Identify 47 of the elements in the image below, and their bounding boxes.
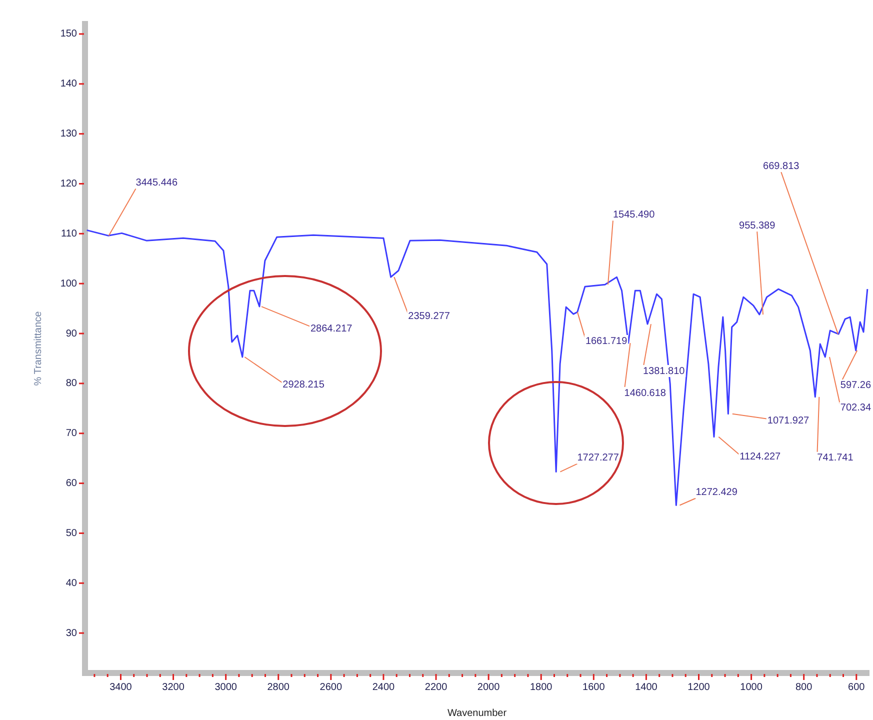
annotation: 669.813 [763, 160, 800, 172]
y-tick-label: 120 [60, 178, 78, 190]
y-tick-label: 70 [66, 428, 78, 440]
x-tick-label: 600 [848, 682, 866, 693]
x-tick-label: 1600 [582, 682, 606, 693]
annotation: 1661.719 [585, 336, 628, 347]
annotation: 741.741 [817, 452, 854, 464]
annotation: 1727.277 [577, 452, 620, 464]
annotation: 1071.927 [767, 416, 810, 427]
y-tick-label: 140 [60, 78, 78, 90]
y-tick-label: 50 [66, 528, 78, 539]
annotation: 2864.217 [310, 323, 353, 334]
y-axis-title: % Transmittance [32, 310, 44, 386]
annotation: 1545.490 [612, 209, 656, 220]
y-tick-label: 40 [66, 578, 78, 589]
x-tick-label: 2600 [320, 682, 342, 693]
x-tick-label: 2400 [372, 682, 396, 693]
y-tick-label: 130 [60, 128, 78, 140]
x-tick-label: 1000 [740, 682, 763, 693]
annotation: 1381.810 [642, 366, 686, 377]
y-tick-label: 60 [66, 478, 78, 490]
annotation: 955.389 [739, 220, 776, 232]
x-tick-label: 1400 [635, 682, 658, 693]
x-tick-label: 1800 [530, 682, 553, 693]
annotation: 1124.227 [740, 452, 782, 463]
annotation: 2928.215 [282, 380, 325, 391]
y-tick-label: 30 [66, 628, 78, 639]
x-tick-label: 3200 [162, 682, 185, 693]
annotation: 2359.277 [408, 310, 450, 322]
x-tick-label: 1200 [688, 682, 710, 693]
x-tick-label: 3400 [110, 682, 132, 693]
annotation: 597.26 [840, 380, 872, 392]
x-tick-label: 2000 [477, 682, 500, 693]
annotation: 1272.429 [696, 487, 738, 498]
x-axis-title: Wavenumber [447, 708, 508, 719]
y-tick-label: 150 [60, 28, 78, 40]
annotation: 1460.618 [624, 388, 666, 399]
y-tick-label: 110 [61, 228, 78, 240]
x-tick-label: 800 [796, 682, 813, 693]
y-tick-label: 80 [66, 378, 78, 390]
annotation: 702.34 [840, 402, 872, 414]
y-tick-label: 90 [66, 328, 78, 340]
x-tick-label: 2200 [424, 682, 448, 693]
y-tick-label: 100 [60, 278, 78, 290]
annotation: 3445.446 [136, 177, 178, 188]
x-tick-label: 2800 [267, 682, 290, 693]
x-tick-label: 3000 [214, 682, 238, 693]
